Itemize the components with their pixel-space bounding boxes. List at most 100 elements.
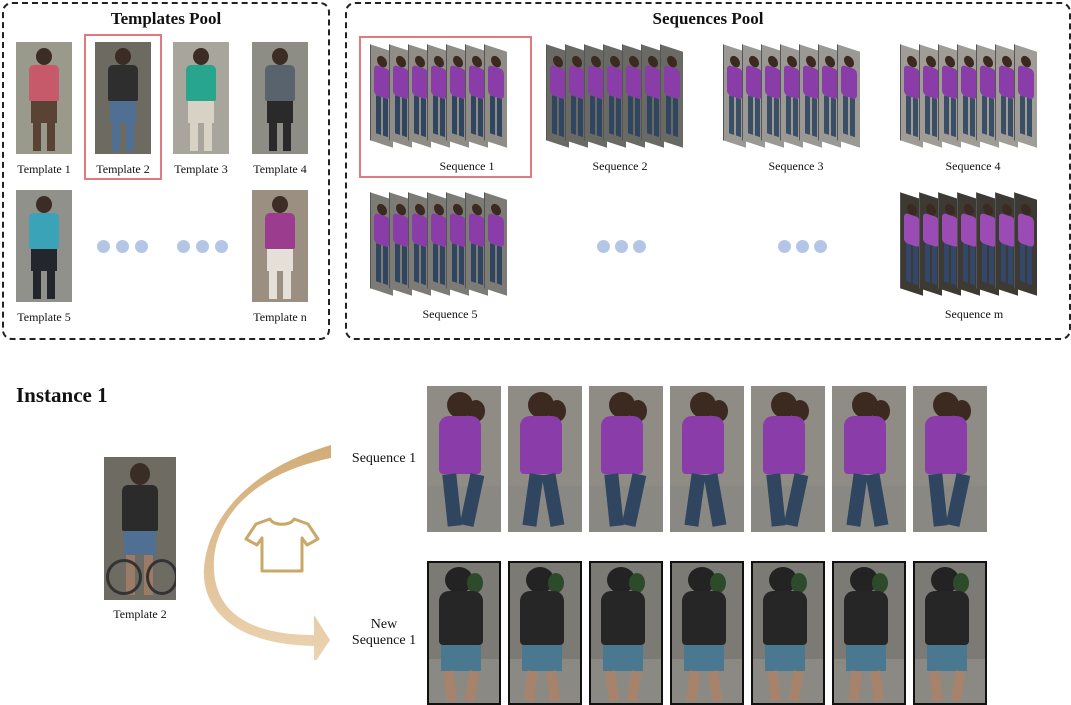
instance-sequence-label: Sequence 1 xyxy=(351,451,417,466)
instance-template-image xyxy=(104,457,176,600)
sequence-label: Sequence 4 xyxy=(945,159,1001,173)
sequence-label: Sequence 1 xyxy=(439,159,495,173)
frame-hair xyxy=(629,573,645,593)
frame-leg xyxy=(552,95,557,135)
frame-leg xyxy=(736,97,741,138)
frame-leg xyxy=(666,95,671,135)
frame-leg xyxy=(490,243,495,283)
sequence-stack xyxy=(546,42,706,157)
frame-leg xyxy=(805,95,810,135)
frame-leg xyxy=(414,243,419,283)
frame-leg xyxy=(654,97,659,138)
frame-shirt xyxy=(925,591,969,645)
template-pants xyxy=(110,101,136,123)
frame-leg xyxy=(989,97,994,138)
template-head xyxy=(272,196,288,213)
sequences-pool-title: Sequences Pool xyxy=(652,9,764,28)
frame-leg xyxy=(748,95,753,135)
sequence-stack xyxy=(900,190,1060,305)
sequence-highlight xyxy=(359,36,532,178)
template-shirt xyxy=(265,65,295,101)
frame-leg xyxy=(989,245,994,286)
template-leg xyxy=(126,123,134,151)
frame-shirt xyxy=(925,416,967,474)
frame-leg xyxy=(932,97,937,138)
template-pants xyxy=(188,101,214,123)
frame-shirt xyxy=(763,591,807,645)
template-head xyxy=(115,48,131,65)
frame-leg xyxy=(925,95,930,135)
template-highlight xyxy=(84,34,162,180)
template-head xyxy=(36,48,52,65)
template-image xyxy=(16,42,72,154)
frame-leg xyxy=(951,97,956,138)
frame-shorts xyxy=(603,645,643,671)
frame-shirt xyxy=(601,591,645,645)
template-image xyxy=(252,42,308,154)
frame-shirt xyxy=(844,416,886,474)
sequence-label: Sequence m xyxy=(944,307,1004,321)
sequence-frame-original xyxy=(913,386,987,532)
sequence-frame-original xyxy=(427,386,501,532)
frame-shirt xyxy=(439,416,481,474)
sequence-label: Sequence 2 xyxy=(592,159,648,173)
template-leg xyxy=(269,271,277,299)
frame-leg xyxy=(578,97,583,138)
frame-leg xyxy=(970,97,975,138)
sequence-stack xyxy=(900,42,1060,157)
template-label: Template 3 xyxy=(174,162,228,176)
frame-hair xyxy=(953,573,969,593)
frame-leg xyxy=(1008,97,1013,138)
frame-leg xyxy=(944,243,949,283)
template-leg xyxy=(283,271,291,299)
template-leg xyxy=(33,271,41,299)
frame-leg xyxy=(395,243,400,283)
template-image xyxy=(95,42,151,154)
frame-leg xyxy=(755,97,760,138)
frame-leg xyxy=(767,95,772,135)
frame-shirt xyxy=(763,416,805,474)
frame-leg xyxy=(635,97,640,138)
frame-leg xyxy=(1020,243,1025,283)
frame-leg xyxy=(786,95,791,135)
frame-leg xyxy=(906,243,911,283)
sequence-frame-original xyxy=(508,386,582,532)
frame-hair xyxy=(872,573,888,593)
frame-leg xyxy=(982,243,987,283)
sequence-stack xyxy=(370,190,530,305)
template-shirt xyxy=(29,213,59,249)
template-shirt xyxy=(108,65,138,101)
frame-leg xyxy=(1001,243,1006,283)
frame-shorts xyxy=(765,645,805,671)
frame-leg xyxy=(913,245,918,286)
template-label: Template 4 xyxy=(253,162,307,176)
template-leg xyxy=(47,123,55,151)
frame-leg xyxy=(440,245,445,286)
sequences-pool-panel xyxy=(345,2,1071,340)
frame-leg xyxy=(402,245,407,286)
template-leg xyxy=(190,123,198,151)
frame-shirt xyxy=(439,591,483,645)
frame-leg xyxy=(433,243,438,283)
template-shirt xyxy=(186,65,216,101)
sequence-label: Sequence 3 xyxy=(768,159,824,173)
frame-shorts xyxy=(522,645,562,671)
frame-leg xyxy=(925,243,930,283)
frame-leg xyxy=(906,95,911,135)
frame-leg xyxy=(729,95,734,135)
frame-leg xyxy=(571,95,576,135)
frame-shorts xyxy=(927,645,967,671)
template-leg xyxy=(204,123,212,151)
frame-leg xyxy=(376,243,381,283)
template-pants xyxy=(267,101,293,123)
frame-leg xyxy=(609,95,614,135)
frame-shorts xyxy=(846,645,886,671)
template-pants xyxy=(267,249,293,271)
sequence-label: Sequence 5 xyxy=(422,307,478,321)
instance-new-sequence-label-line2: Sequence 1 xyxy=(351,633,417,648)
frame-leg xyxy=(1027,245,1032,286)
template-leg xyxy=(112,123,120,151)
frame-leg xyxy=(944,95,949,135)
template-leg xyxy=(33,123,41,151)
template-head xyxy=(193,48,209,65)
